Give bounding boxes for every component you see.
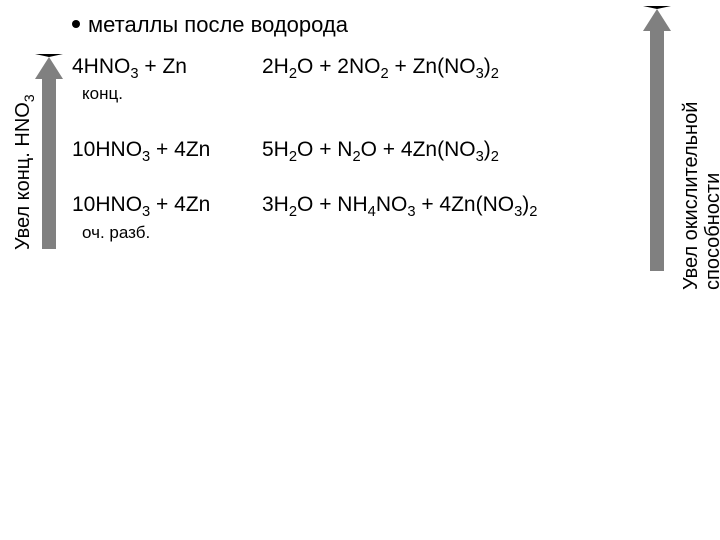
reaction-lhs: 10HNO3 + 4Zn [72,138,262,165]
reaction-row: 4HNO3 + Zn2H2O + 2NO2 + Zn(NO3)2 [72,55,632,82]
arrow-right-body [650,31,664,271]
arrow-left [42,54,63,249]
reaction-lhs: 4HNO3 + Zn [72,55,262,82]
reactions-block: 4HNO3 + Zn2H2O + 2NO2 + Zn(NO3)2конц. 10H… [72,55,632,277]
title-text: металлы после водорода [88,12,348,37]
label-left: Увел конц. HNO3 [12,94,37,250]
arrow-left-body [42,79,56,249]
label-right-line1: Увел окислительной [680,102,702,290]
reaction-lhs: 10HNO3 + 4Zn [72,193,262,220]
reaction-rhs: 2H2O + 2NO2 + Zn(NO3)2 [262,55,499,82]
reaction-rhs: 5H2O + N2O + 4Zn(NO3)2 [262,138,499,165]
arrow-right [650,6,671,271]
reaction-note: оч. разб. [82,223,632,243]
label-right: Увел окислительной способности [680,102,720,290]
bullet-icon [72,20,80,28]
arrow-left-head [35,54,63,79]
label-left-sub: 3 [21,94,37,102]
title: металлы после водорода [72,12,348,38]
reaction-rhs: 3H2O + NH4NO3 + 4Zn(NO3)2 [262,193,537,220]
reaction-row: 10HNO3 + 4Zn5H2O + N2O + 4Zn(NO3)2 [72,138,632,165]
reaction-row: 10HNO3 + 4Zn3H2O + NH4NO3 + 4Zn(NO3)2 [72,193,632,220]
label-left-text: Увел конц. HNO [12,102,34,250]
arrow-right-head [643,6,671,31]
label-right-line2: способности [702,102,720,290]
reaction-note: конц. [82,84,632,104]
